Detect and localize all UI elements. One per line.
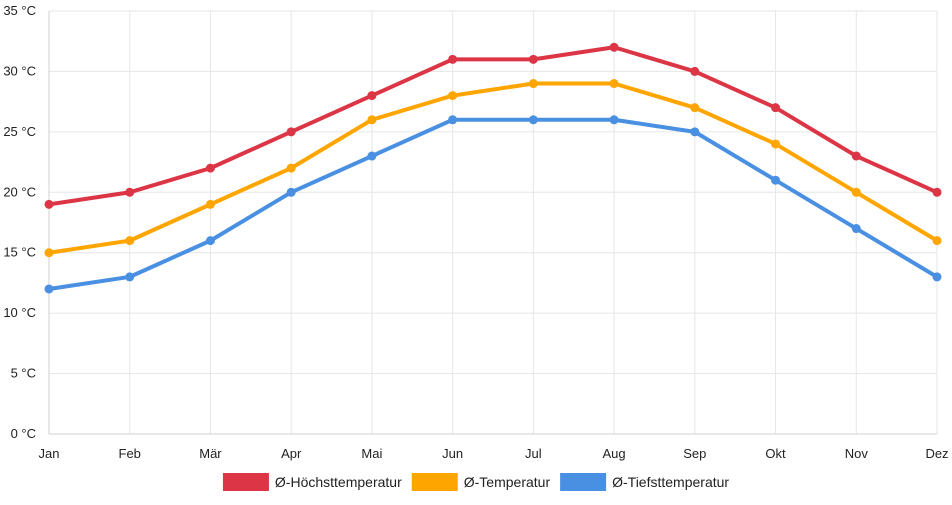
x-tick-label: Jan <box>39 446 60 461</box>
data-point[interactable] <box>609 42 619 52</box>
data-point[interactable] <box>851 224 861 234</box>
y-axis-ticks: 0 °C 5 °C 10 °C 15 °C 20 °C 25 °C 30 °C 35 °C <box>3 3 36 441</box>
data-point[interactable] <box>932 236 942 246</box>
y-tick-label: 15 °C <box>3 245 36 260</box>
x-tick-label: Aug <box>603 446 626 461</box>
x-tick-label: Mai <box>361 446 382 461</box>
legend-swatch <box>222 473 269 491</box>
legend-label: Ø-Höchsttemperatur <box>275 474 402 490</box>
legend-swatch <box>411 473 458 491</box>
data-point[interactable] <box>367 151 377 161</box>
data-point[interactable] <box>851 187 861 197</box>
series-line <box>47 81 939 255</box>
data-point[interactable] <box>205 199 215 209</box>
legend-label: Ø-Tiefsttemperatur <box>612 474 729 490</box>
data-point[interactable] <box>125 272 135 282</box>
y-tick-label: 30 °C <box>3 63 36 78</box>
y-tick-label: 5 °C <box>11 366 36 381</box>
data-point[interactable] <box>125 187 135 197</box>
data-point[interactable] <box>528 54 538 64</box>
y-tick-label: 35 °C <box>3 3 36 18</box>
data-point[interactable] <box>44 284 54 294</box>
data-point[interactable] <box>609 115 619 125</box>
series-line <box>47 45 939 207</box>
x-tick-label: Feb <box>119 446 141 461</box>
data-point[interactable] <box>771 175 781 185</box>
data-point[interactable] <box>367 115 377 125</box>
data-point[interactable] <box>771 103 781 113</box>
data-point[interactable] <box>690 103 700 113</box>
data-point[interactable] <box>286 187 296 197</box>
y-tick-label: 25 °C <box>3 124 36 139</box>
data-point[interactable] <box>528 115 538 125</box>
data-point[interactable] <box>286 163 296 173</box>
data-point[interactable] <box>690 127 700 137</box>
series-line <box>47 117 939 291</box>
x-tick-label: Jul <box>525 446 542 461</box>
series <box>44 42 942 294</box>
data-point[interactable] <box>932 272 942 282</box>
x-tick-label: Nov <box>845 446 869 461</box>
data-point[interactable] <box>448 54 458 64</box>
x-tick-label: Sep <box>683 446 706 461</box>
series-1 <box>44 79 942 258</box>
legend-swatch <box>560 473 607 491</box>
data-point[interactable] <box>448 91 458 101</box>
legend-item[interactable]: Ø-Höchsttemperatur <box>222 473 402 491</box>
data-point[interactable] <box>125 236 135 246</box>
data-point[interactable] <box>367 91 377 101</box>
data-point[interactable] <box>609 79 619 89</box>
legend-item[interactable]: Ø-Tiefsttemperatur <box>560 473 729 491</box>
grid <box>49 10 938 434</box>
data-point[interactable] <box>286 127 296 137</box>
x-tick-label: Dez <box>925 446 948 461</box>
data-point[interactable] <box>771 139 781 149</box>
series-0 <box>44 42 942 209</box>
x-tick-label: Jun <box>442 446 463 461</box>
data-point[interactable] <box>448 115 458 125</box>
legend-item[interactable]: Ø-Temperatur <box>411 473 551 491</box>
data-point[interactable] <box>205 236 215 246</box>
data-point[interactable] <box>205 163 215 173</box>
data-point[interactable] <box>44 248 54 258</box>
data-point[interactable] <box>690 66 700 76</box>
y-tick-label: 0 °C <box>11 426 36 441</box>
x-axis-ticks: Jan Feb Mär Apr Mai Jun Jul Aug Sep Okt Nov Dez <box>39 446 949 461</box>
x-tick-label: Mär <box>199 446 222 461</box>
y-tick-label: 10 °C <box>3 305 36 320</box>
x-tick-label: Apr <box>281 446 302 461</box>
data-point[interactable] <box>44 199 54 209</box>
data-point[interactable] <box>932 187 942 197</box>
data-point[interactable] <box>528 79 538 89</box>
legend: Ø-Höchsttemperatur Ø-Temperatur Ø-Tiefstte… <box>222 473 729 491</box>
y-tick-label: 20 °C <box>3 184 36 199</box>
data-point[interactable] <box>851 151 861 161</box>
series-2 <box>44 115 942 294</box>
x-tick-label: Okt <box>765 446 786 461</box>
legend-label: Ø-Temperatur <box>464 474 551 490</box>
axes <box>48 11 937 435</box>
